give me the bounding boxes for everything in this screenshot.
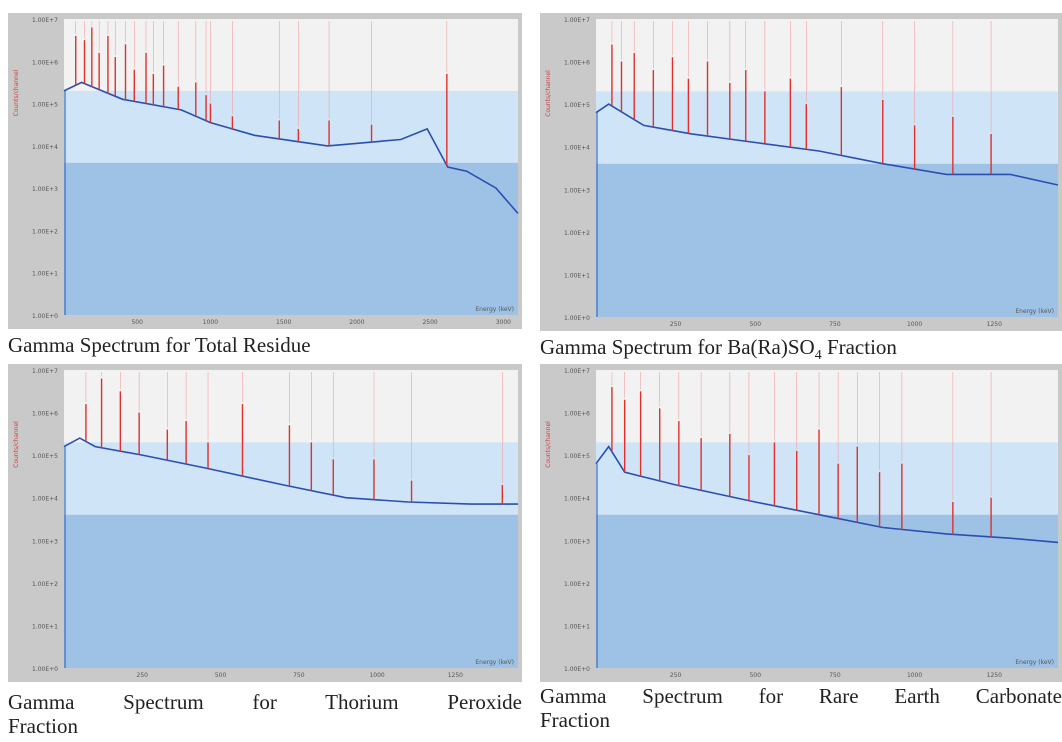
y-tick-label: 1.00E+2: [564, 581, 590, 588]
spectrum-plot-total-residue: 1.00E+7 1.00E+6 1.00E+5 1.00E+4 1.00E+3 1.00E…: [8, 13, 522, 329]
x-tick-label: 500: [750, 672, 762, 679]
x-tick-label: 1500: [276, 319, 291, 326]
x-tick-label: 750: [293, 672, 305, 679]
y-tick-label: 1.00E+2: [32, 228, 58, 235]
x-tick-label: 1250: [448, 672, 463, 679]
y-tick-label: 1.00E+5: [564, 453, 590, 460]
y-tick-label: 1.00E+3: [32, 186, 58, 193]
x-tick-labels: 250 500 750 1000 1250: [670, 321, 1002, 328]
x-tick-label: 250: [670, 672, 682, 679]
y-tick-label: 1.00E+0: [32, 666, 58, 673]
x-tick-label: 2500: [422, 319, 437, 326]
y-tick-label: 1.00E+0: [564, 315, 590, 322]
spectrum-peaks: [611, 21, 992, 175]
x-tick-label: 1000: [907, 321, 922, 328]
y-tick-label: 1.00E+7: [564, 368, 590, 375]
y-axis-label: Counts/channel: [545, 421, 552, 468]
spectrum-peaks: [85, 372, 504, 505]
spectrum-continuum: [63, 81, 519, 215]
y-tick-label: 1.00E+5: [32, 453, 58, 460]
caption-thorium-peroxide: Gamma Spectrum for Thorium Peroxide Frac…: [8, 690, 522, 738]
x-axis-label: Energy (keV): [475, 659, 514, 666]
y-tick-label: 1.00E+3: [564, 538, 590, 545]
x-tick-label: 500: [215, 672, 227, 679]
x-tick-label: 1250: [987, 321, 1002, 328]
y-tick-label: 1.00E+4: [564, 496, 590, 503]
chart-thorium-peroxide: 1.00E+7 1.00E+6 1.00E+5 1.00E+4 1.00E+3 1.00E…: [8, 364, 522, 682]
caption-total-residue: Gamma Spectrum for Total Residue: [8, 333, 311, 357]
x-tick-label: 250: [137, 672, 149, 679]
y-tick-label: 1.00E+6: [564, 60, 590, 67]
y-tick-label: 1.00E+0: [32, 313, 58, 320]
spectrum-plot-baso4: 1.00E+7 1.00E+6 1.00E+5 1.00E+4 1.00E+3 1.00E…: [540, 13, 1062, 331]
spectrum-plot-thorium-peroxide: 1.00E+7 1.00E+6 1.00E+5 1.00E+4 1.00E+3 1.00E…: [8, 364, 522, 682]
chart-rare-earth-carbonate: 1.00E+7 1.00E+6 1.00E+5 1.00E+4 1.00E+3 1.00E…: [540, 364, 1062, 682]
y-tick-label: 1.00E+2: [564, 230, 590, 237]
y-tick-label: 1.00E+6: [564, 411, 590, 418]
spectrum-peaks: [611, 372, 992, 537]
y-tick-label: 1.00E+3: [32, 538, 58, 545]
y-tick-label: 1.00E+1: [564, 272, 590, 279]
band-dark: [596, 163, 1058, 317]
y-tick-labels: 1.00E+7 1.00E+6 1.00E+5 1.00E+4 1.00E+3 1.00E…: [32, 17, 58, 320]
x-tick-label: 500: [750, 321, 762, 328]
spectrum-plot-rare-earth-carbonate: 1.00E+7 1.00E+6 1.00E+5 1.00E+4 1.00E+3 1.00E…: [540, 364, 1062, 682]
x-tick-label: 500: [131, 319, 143, 326]
y-tick-label: 1.00E+0: [564, 666, 590, 673]
x-tick-labels: 250 500 750 1000 1250: [670, 672, 1002, 679]
x-tick-label: 3000: [496, 319, 511, 326]
x-tick-label: 1000: [369, 672, 384, 679]
x-tick-label: 1000: [907, 672, 922, 679]
x-tick-labels: 250 500 750 1000 1250: [137, 672, 464, 679]
y-tick-label: 1.00E+1: [32, 623, 58, 630]
y-tick-label: 1.00E+5: [564, 102, 590, 109]
x-axis-label: Energy (keV): [1015, 308, 1054, 315]
y-tick-label: 1.00E+4: [32, 496, 58, 503]
caption-rare-earth-carbonate: Gamma Spectrum for Rare Earth Carbonate …: [540, 684, 1062, 732]
y-axis-label: Counts/channel: [13, 421, 20, 468]
y-tick-label: 1.00E+7: [564, 17, 590, 24]
chart-baso4: 1.00E+7 1.00E+6 1.00E+5 1.00E+4 1.00E+3 1.00E…: [540, 13, 1062, 331]
y-tick-label: 1.00E+5: [32, 102, 58, 109]
spectrum-continuum: [595, 103, 1059, 186]
y-tick-label: 1.00E+2: [32, 581, 58, 588]
band-dark: [64, 514, 518, 668]
chart-total-residue: 1.00E+7 1.00E+6 1.00E+5 1.00E+4 1.00E+3 1.00E…: [8, 13, 522, 329]
y-tick-label: 1.00E+1: [32, 271, 58, 278]
x-tick-label: 250: [670, 321, 682, 328]
y-axis-label: Counts/channel: [13, 69, 20, 116]
x-tick-label: 750: [829, 321, 841, 328]
spectrum-peaks: [75, 21, 448, 166]
band-dark: [64, 162, 518, 315]
x-tick-labels: 500 1000 1500 2000 2500 3000: [131, 319, 511, 326]
y-tick-labels: 1.00E+7 1.00E+6 1.00E+5 1.00E+4 1.00E+3 1.00E…: [564, 368, 590, 673]
y-tick-label: 1.00E+7: [32, 17, 58, 24]
x-axis-label: Energy (keV): [1015, 659, 1054, 666]
caption-baso4: Gamma Spectrum for Ba(Ra)SO4 Fraction: [540, 335, 897, 364]
x-tick-label: 1000: [203, 319, 218, 326]
x-tick-label: 2000: [349, 319, 364, 326]
band-light: [596, 442, 1058, 515]
y-axis-label: Counts/channel: [545, 70, 552, 117]
y-tick-label: 1.00E+6: [32, 411, 58, 418]
y-tick-label: 1.00E+4: [32, 144, 58, 151]
y-tick-label: 1.00E+4: [564, 145, 590, 152]
spectrum-continuum: [595, 445, 1059, 544]
band-dark: [596, 514, 1058, 668]
y-tick-label: 1.00E+6: [32, 59, 58, 66]
x-tick-label: 750: [829, 672, 841, 679]
y-tick-label: 1.00E+3: [564, 187, 590, 194]
x-axis-label: Energy (keV): [475, 306, 514, 313]
y-tick-labels: 1.00E+7 1.00E+6 1.00E+5 1.00E+4 1.00E+3 1.00E…: [32, 368, 58, 673]
y-tick-label: 1.00E+7: [32, 368, 58, 375]
y-tick-labels: 1.00E+7 1.00E+6 1.00E+5 1.00E+4 1.00E+3 1.00E…: [564, 17, 590, 322]
y-tick-label: 1.00E+1: [564, 623, 590, 630]
x-tick-label: 1250: [987, 672, 1002, 679]
spectrum-continuum: [63, 437, 518, 505]
